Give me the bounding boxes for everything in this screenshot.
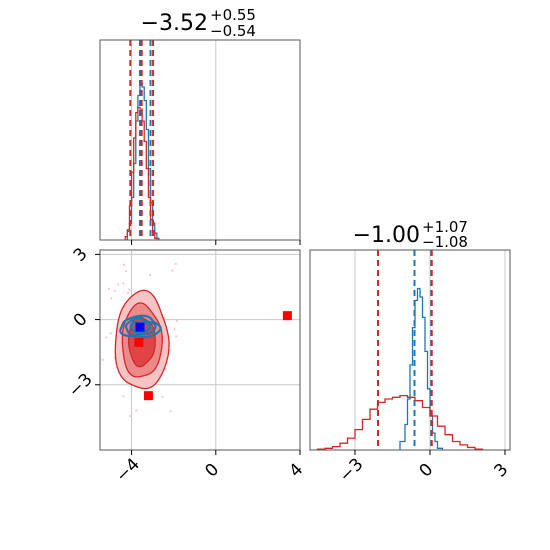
sample-point <box>174 262 177 265</box>
y-tick-label: −3 <box>65 370 97 402</box>
x-tick-label: −3 <box>336 455 368 487</box>
sample-point <box>129 415 132 418</box>
sample-point <box>171 269 174 272</box>
tick-marks <box>354 450 506 455</box>
x-tick-label: 3 <box>491 460 513 482</box>
marker-square <box>282 311 292 321</box>
title-plus: +0.55 <box>210 6 256 24</box>
grid-lines <box>354 250 506 450</box>
x-tick-label: 4 <box>286 460 308 482</box>
sample-point <box>104 336 107 339</box>
tick-marks <box>131 240 301 245</box>
sample-point <box>113 290 116 293</box>
sample-point <box>117 283 120 286</box>
sample-point <box>175 319 178 322</box>
sample-point <box>113 357 116 360</box>
grid-lines <box>131 40 301 240</box>
sample-point <box>124 270 127 273</box>
axes-frame <box>99 249 301 451</box>
title-median: −1.00 <box>353 223 420 248</box>
sample-point <box>164 368 167 371</box>
x-tick-label: −4 <box>112 455 144 487</box>
sample-point <box>135 409 138 412</box>
x-tick-label: 0 <box>201 460 223 482</box>
panel-top-left: −3.52 +0.55 −0.54 <box>99 6 301 245</box>
panel-bottom-right: −3 0 3 −1.00 +1.07 −1.08 <box>309 218 513 487</box>
axes-frame <box>309 249 511 451</box>
sample-point <box>126 291 129 294</box>
histogram-area <box>124 40 160 240</box>
sample-point <box>169 349 172 352</box>
tick-marks <box>95 253 301 455</box>
sample-point <box>148 274 151 277</box>
histogram-step <box>126 82 160 240</box>
sample-point <box>122 282 125 285</box>
panel-bottom-left: −4 0 4 −3 0 3 <box>63 244 308 487</box>
sample-point <box>122 395 125 398</box>
contour-level <box>119 314 162 339</box>
sample-point <box>128 288 131 291</box>
sample-point <box>107 287 110 290</box>
histogram-step <box>316 394 484 450</box>
y-tick-label: 3 <box>70 244 92 266</box>
axes-frame <box>99 39 301 241</box>
y-tick-label: 0 <box>70 309 92 331</box>
contour-area <box>63 262 292 418</box>
marker-square <box>143 391 153 401</box>
sample-point <box>161 395 164 398</box>
sample-point <box>63 297 65 299</box>
title-median: −3.52 <box>141 11 208 36</box>
histogram-step <box>399 287 444 450</box>
sample-point <box>169 410 172 413</box>
title-minus: −0.54 <box>210 22 256 40</box>
sample-point <box>163 316 166 319</box>
x-tick-label: 0 <box>416 460 438 482</box>
sample-point <box>101 358 104 361</box>
sample-point <box>109 332 112 335</box>
title-plus: +1.07 <box>422 218 468 236</box>
sample-point <box>175 335 178 338</box>
contour-level <box>124 317 157 337</box>
marker-square <box>135 322 145 332</box>
sample-point <box>110 297 113 300</box>
title-minus: −1.08 <box>422 233 468 251</box>
sample-point <box>173 328 176 331</box>
tick-labels: −3 0 3 <box>336 455 513 487</box>
sample-point <box>122 263 125 266</box>
marker-square <box>134 337 144 347</box>
histogram-area <box>316 250 484 450</box>
